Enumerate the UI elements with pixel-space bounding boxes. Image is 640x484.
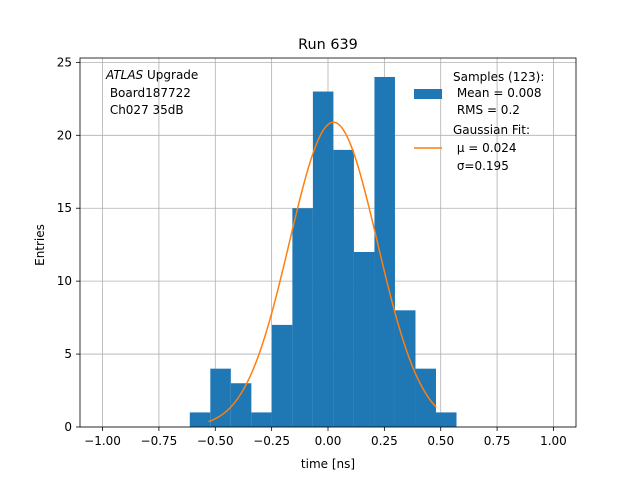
annotation-board: Board187722 xyxy=(106,86,191,100)
fit-layer xyxy=(208,121,437,423)
x-tick-label: 0.25 xyxy=(371,434,398,448)
legend: Samples (123): Mean = 0.008 RMS = 0.2 Ga… xyxy=(414,70,544,173)
legend-fit-label: Gaussian Fit: xyxy=(453,123,530,137)
y-tick-label: 5 xyxy=(64,347,72,361)
y-tick-label: 10 xyxy=(57,274,72,288)
histogram-bar xyxy=(333,149,354,427)
legend-samples-mean: Mean = 0.008 xyxy=(453,86,542,100)
legend-samples-swatch xyxy=(414,89,442,99)
y-axis-ticks: 0 5 10 15 20 25 xyxy=(57,55,80,434)
y-tick-label: 15 xyxy=(57,201,72,215)
annotation-line-1: ATLAS Upgrade xyxy=(105,68,198,82)
x-tick-label: 1.00 xyxy=(540,434,567,448)
legend-fit-mu: μ = 0.024 xyxy=(453,141,517,155)
x-axis-ticks: −1.00 −0.75 −0.50 −0.25 0.00 0.25 0.50 0.75 1.00 xyxy=(84,427,567,448)
x-axis-label: time [ns] xyxy=(301,457,355,471)
legend-samples-label: Samples (123): xyxy=(453,70,544,84)
legend-fit-sigma: σ=0.195 xyxy=(453,159,509,173)
y-tick-label: 0 xyxy=(64,420,72,434)
x-tick-label: −0.75 xyxy=(141,434,178,448)
x-tick-label: 0.00 xyxy=(315,434,342,448)
y-tick-label: 20 xyxy=(57,128,72,142)
x-tick-label: 0.50 xyxy=(427,434,454,448)
atlas-annotation: ATLAS Upgrade Board187722 Ch027 35dB xyxy=(105,68,198,117)
x-tick-label: −1.00 xyxy=(84,434,121,448)
gaussian-fit-curve xyxy=(208,121,437,423)
x-tick-label: −0.50 xyxy=(197,434,234,448)
histogram-bar xyxy=(230,383,252,427)
histogram-bar xyxy=(189,412,211,427)
annotation-atlas: ATLAS xyxy=(105,68,144,82)
annotation-upgrade: Upgrade xyxy=(143,68,198,82)
legend-samples-rms: RMS = 0.2 xyxy=(453,103,520,117)
x-tick-label: −0.25 xyxy=(253,434,290,448)
histogram-bar xyxy=(292,208,313,427)
histogram-bar xyxy=(210,368,231,427)
chart-title: Run 639 xyxy=(298,37,358,53)
y-axis-label: Entries xyxy=(33,224,47,266)
histogram-bar xyxy=(415,368,436,427)
histogram-bar xyxy=(353,251,375,427)
x-tick-label: 0.75 xyxy=(484,434,511,448)
histogram-bars xyxy=(189,76,457,427)
histogram-bar xyxy=(374,76,395,427)
histogram-bar xyxy=(312,91,334,427)
annotation-channel: Ch027 35dB xyxy=(106,103,184,117)
histogram-bar xyxy=(394,310,416,427)
histogram-bar xyxy=(271,324,293,427)
histogram-bar xyxy=(435,412,457,427)
histogram-bar xyxy=(251,412,272,427)
y-tick-label: 25 xyxy=(57,55,72,69)
